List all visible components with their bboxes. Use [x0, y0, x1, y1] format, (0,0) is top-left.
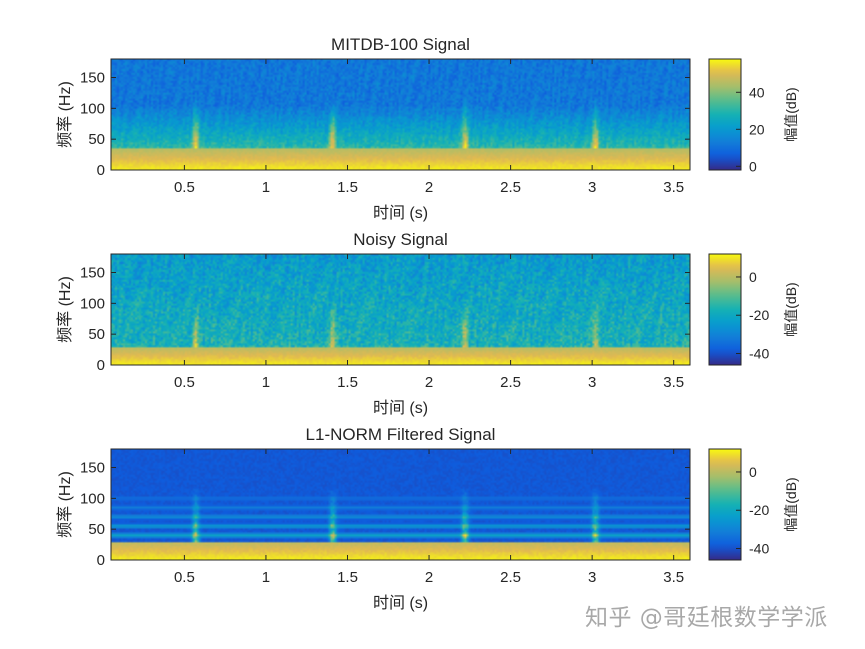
y-tick-label: 100 [80, 295, 105, 312]
x-tick-label: 2 [425, 569, 433, 586]
x-tick-label: 3.5 [663, 569, 684, 586]
x-axis-label: 时间 (s) [373, 204, 428, 222]
spectrogram-panel-1: 0.5 1 1.5 2 2.5 3 3.5 0 50 100 150 MITDB-100 Signal… [56, 35, 799, 222]
colorbar-label: 幅值(dB) [783, 477, 799, 531]
x-tick-label: 2 [425, 374, 433, 391]
x-tick-label: 0.5 [174, 374, 195, 391]
y-tick-label: 0 [97, 357, 105, 374]
colorbar-label: 幅值(dB) [783, 87, 799, 141]
x-tick-label: 1.5 [337, 569, 358, 586]
y-axis-label: 频率 (Hz) [56, 81, 74, 148]
y-tick-label: 50 [88, 131, 105, 148]
colorbar-label: 幅值(dB) [783, 282, 799, 336]
colorbar-tick-label: 0 [749, 158, 757, 174]
watermark: 知乎 @哥廷根数学学派 [585, 605, 828, 631]
spectrogram-panel-3: 0.5 1 1.5 2 2.5 3 3.5 0 50 100 150 L1-NORM Filtered… [56, 425, 799, 612]
spectrogram-image [111, 59, 690, 170]
axes-box [110, 253, 691, 366]
axes-box [110, 448, 691, 561]
x-tick-label: 1 [262, 569, 270, 586]
x-tick-label: 1.5 [337, 374, 358, 391]
colorbar [708, 448, 742, 561]
colorbar-tick-label: -40 [749, 346, 769, 362]
x-tick-label: 2.5 [500, 374, 521, 391]
spectrogram-panel-2: 0.5 1 1.5 2 2.5 3 3.5 0 50 100 150 Noisy Signal 时间 (… [56, 230, 799, 417]
y-tick-label: 50 [88, 521, 105, 538]
colorbar [708, 253, 742, 366]
x-tick-label: 1.5 [337, 179, 358, 196]
y-tick-label: 50 [88, 326, 105, 343]
x-tick-label: 0.5 [174, 569, 195, 586]
x-tick-label: 1 [262, 374, 270, 391]
y-tick-label: 150 [80, 460, 105, 477]
y-tick-label: 150 [80, 265, 105, 282]
x-tick-label: 2.5 [500, 179, 521, 196]
y-axis-label: 频率 (Hz) [56, 276, 74, 343]
chart-title: MITDB-100 Signal [331, 35, 470, 54]
x-tick-label: 2.5 [500, 569, 521, 586]
colorbar-tick-label: -20 [749, 502, 769, 518]
x-tick-label: 3.5 [663, 374, 684, 391]
spectrogram-image [111, 254, 690, 365]
colorbar-tick-label: -20 [749, 307, 769, 323]
x-axis-label: 时间 (s) [373, 594, 428, 612]
colorbar [708, 58, 742, 171]
y-tick-label: 0 [97, 552, 105, 569]
colorbar-tick-label: 0 [749, 464, 757, 480]
y-tick-label: 0 [97, 162, 105, 179]
axes-box [110, 58, 691, 171]
colorbar-tick-label: 0 [749, 269, 757, 285]
x-tick-label: 2 [425, 179, 433, 196]
chart-title: L1-NORM Filtered Signal [306, 425, 496, 444]
chart-title: Noisy Signal [353, 230, 448, 249]
y-tick-label: 150 [80, 70, 105, 87]
colorbar-tick-label: 20 [749, 121, 765, 137]
x-tick-label: 3 [588, 569, 596, 586]
x-tick-label: 3 [588, 179, 596, 196]
x-tick-label: 1 [262, 179, 270, 196]
x-tick-label: 0.5 [174, 179, 195, 196]
y-tick-label: 100 [80, 100, 105, 117]
y-axis-label: 频率 (Hz) [56, 471, 74, 538]
colorbar-tick-label: 40 [749, 84, 765, 100]
x-tick-label: 3 [588, 374, 596, 391]
y-tick-label: 100 [80, 490, 105, 507]
x-axis-label: 时间 (s) [373, 399, 428, 417]
colorbar-tick-label: -40 [749, 541, 769, 557]
spectrogram-image [111, 449, 690, 560]
x-tick-label: 3.5 [663, 179, 684, 196]
